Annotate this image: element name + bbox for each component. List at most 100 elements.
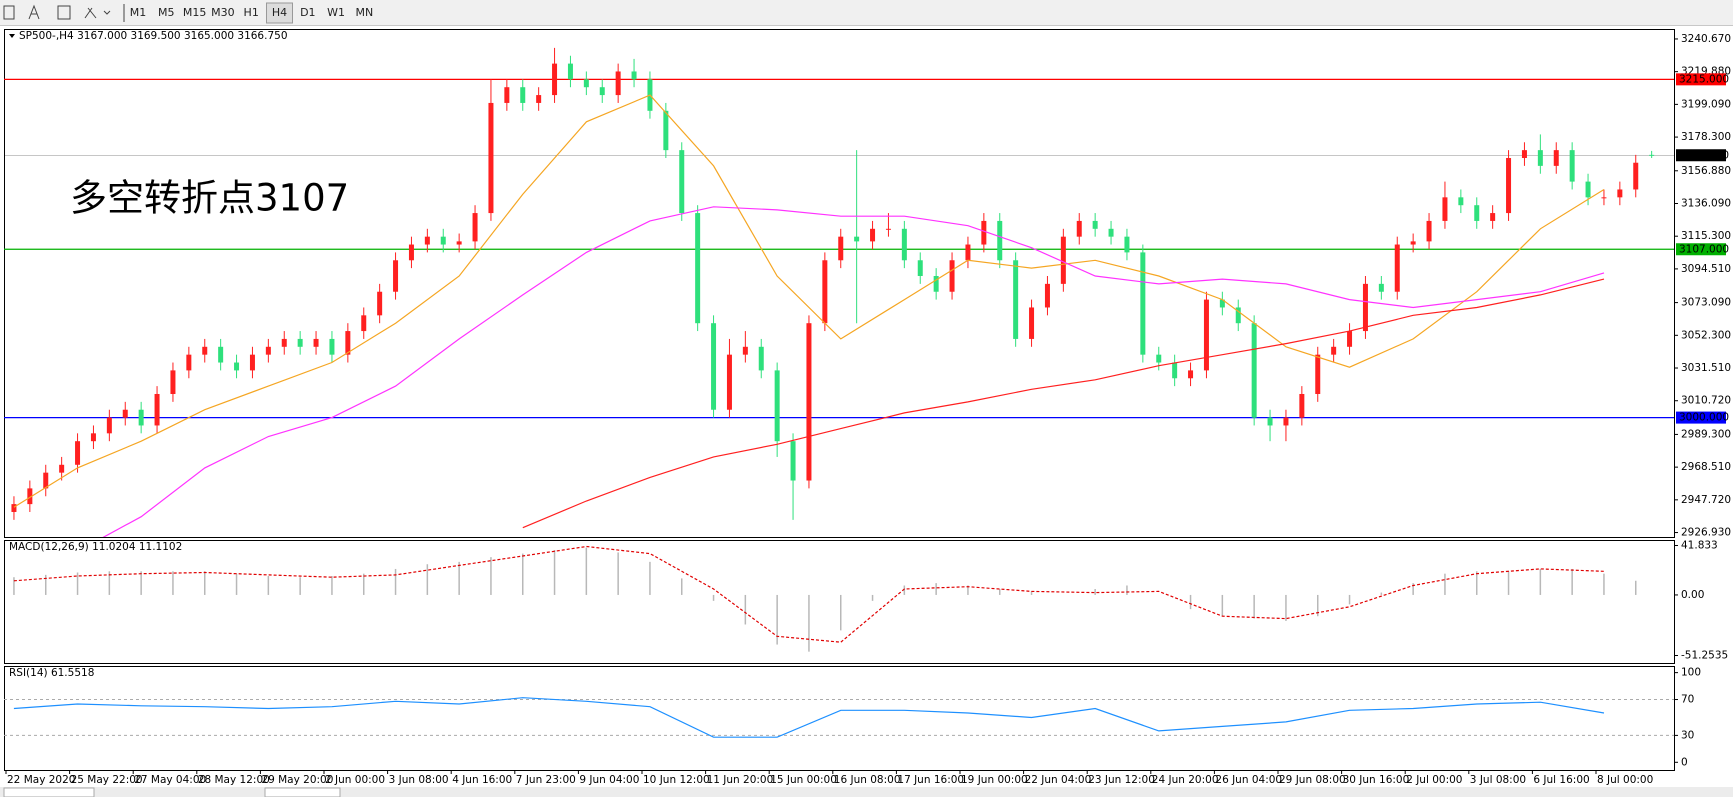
indicator-line	[13, 545, 1605, 643]
y-tick-label: 2989.300	[1681, 428, 1731, 440]
x-tick-label: 22 May 2020	[7, 774, 75, 786]
y-tick-label: 2926.930	[1681, 527, 1731, 539]
candle-body	[361, 315, 367, 332]
price-level-label: 3107.000	[1679, 243, 1729, 255]
timeframe-button[interactable]	[238, 3, 265, 23]
candle-body	[1315, 354, 1321, 394]
pane	[4, 697, 1674, 738]
candle-body	[408, 244, 414, 261]
timeframe-bar: M1 M5 M15 M30 H1 H4 D1 W1 MN	[125, 2, 378, 24]
symbol-arrow	[9, 34, 15, 38]
y-tick-label: 2968.510	[1681, 461, 1731, 473]
x-tick-label: 30 Jun 16:00	[1343, 774, 1410, 786]
candle-body	[1124, 236, 1130, 253]
timeframe-label: D1	[300, 6, 315, 19]
candle-body	[901, 228, 907, 261]
x-tick-label: 17 Jun 16:00	[897, 774, 964, 786]
candle-body	[265, 346, 271, 355]
icon-text[interactable]	[28, 4, 40, 20]
x-tick-label: 4 Jun 16:00	[452, 774, 512, 786]
candle-body	[472, 213, 478, 242]
indicator-line	[13, 94, 1605, 508]
candle-body	[138, 409, 144, 426]
candle-body	[11, 504, 17, 512]
timeframe-button[interactable]	[125, 3, 151, 23]
y-tick-label: 2947.720	[1681, 494, 1731, 506]
pane-frame	[4, 666, 1675, 771]
candle-body	[536, 95, 542, 103]
candle-body	[1633, 162, 1639, 190]
price-level-label: 3000.000	[1679, 412, 1729, 424]
icon-chart[interactable]	[3, 5, 15, 20]
candle-body	[1283, 417, 1289, 426]
timeframe-label: H1	[244, 6, 259, 19]
timeframe-button[interactable]	[153, 3, 180, 23]
y-tick-label: 3240.670	[1681, 33, 1731, 45]
candle-body	[1188, 370, 1194, 379]
y-tick-label: 3178.300	[1681, 131, 1731, 143]
candle-body	[742, 346, 748, 355]
candle-body	[1172, 362, 1178, 379]
y-tick-label: 0.00	[1681, 589, 1704, 601]
candle-body	[1442, 197, 1448, 221]
candle-body	[583, 79, 589, 88]
candle-body	[504, 87, 510, 103]
x-tick-label: 16 Jun 08:00	[834, 774, 901, 786]
icon-label[interactable]	[57, 5, 71, 20]
chart-tab[interactable]	[264, 787, 341, 797]
timeframe-button[interactable]	[323, 3, 350, 23]
candle-body	[933, 275, 939, 292]
price-level-tag	[1676, 243, 1726, 256]
candle-body	[806, 323, 812, 481]
timeframe-button[interactable]	[181, 3, 208, 23]
candle-body	[106, 417, 112, 434]
candle-body	[1235, 307, 1241, 324]
x-tick-label: 29 May 20:00	[261, 774, 333, 786]
x-tick-label: 2 Jul 00:00	[1406, 774, 1462, 786]
candle-body	[1585, 181, 1591, 198]
pane-frame	[4, 29, 1675, 538]
candle-body	[1331, 346, 1337, 355]
x-tick-label: 8 Jul 00:00	[1597, 774, 1653, 786]
timeframe-label: H4	[272, 6, 287, 19]
x-tick-label: 23 Jun 12:00	[1088, 774, 1155, 786]
candle-body	[1299, 393, 1305, 418]
candle-body	[377, 291, 383, 316]
timeframe-button[interactable]	[209, 3, 236, 23]
candle-body	[1521, 150, 1527, 159]
timeframe-button[interactable]	[294, 3, 321, 23]
chart-tab[interactable]	[3, 787, 95, 797]
candle-body	[1426, 220, 1432, 242]
timeframe-button[interactable]	[266, 2, 293, 24]
candle-body	[1537, 150, 1543, 166]
candle-body	[965, 244, 971, 261]
candle-body	[424, 236, 430, 245]
candle-body	[313, 338, 319, 347]
candle-body	[186, 354, 192, 371]
candle-body	[949, 260, 955, 292]
candle-body	[711, 323, 717, 410]
candle-body	[218, 346, 224, 363]
candle-body	[1506, 158, 1512, 214]
candle-body	[393, 260, 399, 292]
candle-body	[1490, 213, 1496, 221]
candle-body	[440, 236, 446, 245]
candle-body	[615, 71, 621, 96]
icon-objects[interactable]	[84, 7, 111, 19]
candle-body	[249, 354, 255, 371]
candle-body	[663, 110, 669, 151]
candle-body	[997, 220, 1003, 261]
candle-body	[234, 362, 240, 371]
price-level-tag	[1676, 149, 1726, 162]
candle-body	[790, 441, 796, 481]
x-tick-label: 28 May 12:00	[198, 774, 270, 786]
timeframe-button[interactable]	[351, 3, 378, 23]
x-tick-label: 3 Jun 08:00	[389, 774, 449, 786]
pane-frame	[4, 540, 1675, 664]
candle-body	[1474, 205, 1480, 221]
candle-body	[567, 63, 573, 80]
candle-body	[345, 331, 351, 355]
chart-area	[0, 26, 1733, 797]
candle-body	[726, 354, 732, 410]
y-tick-label: 3199.090	[1681, 98, 1731, 110]
